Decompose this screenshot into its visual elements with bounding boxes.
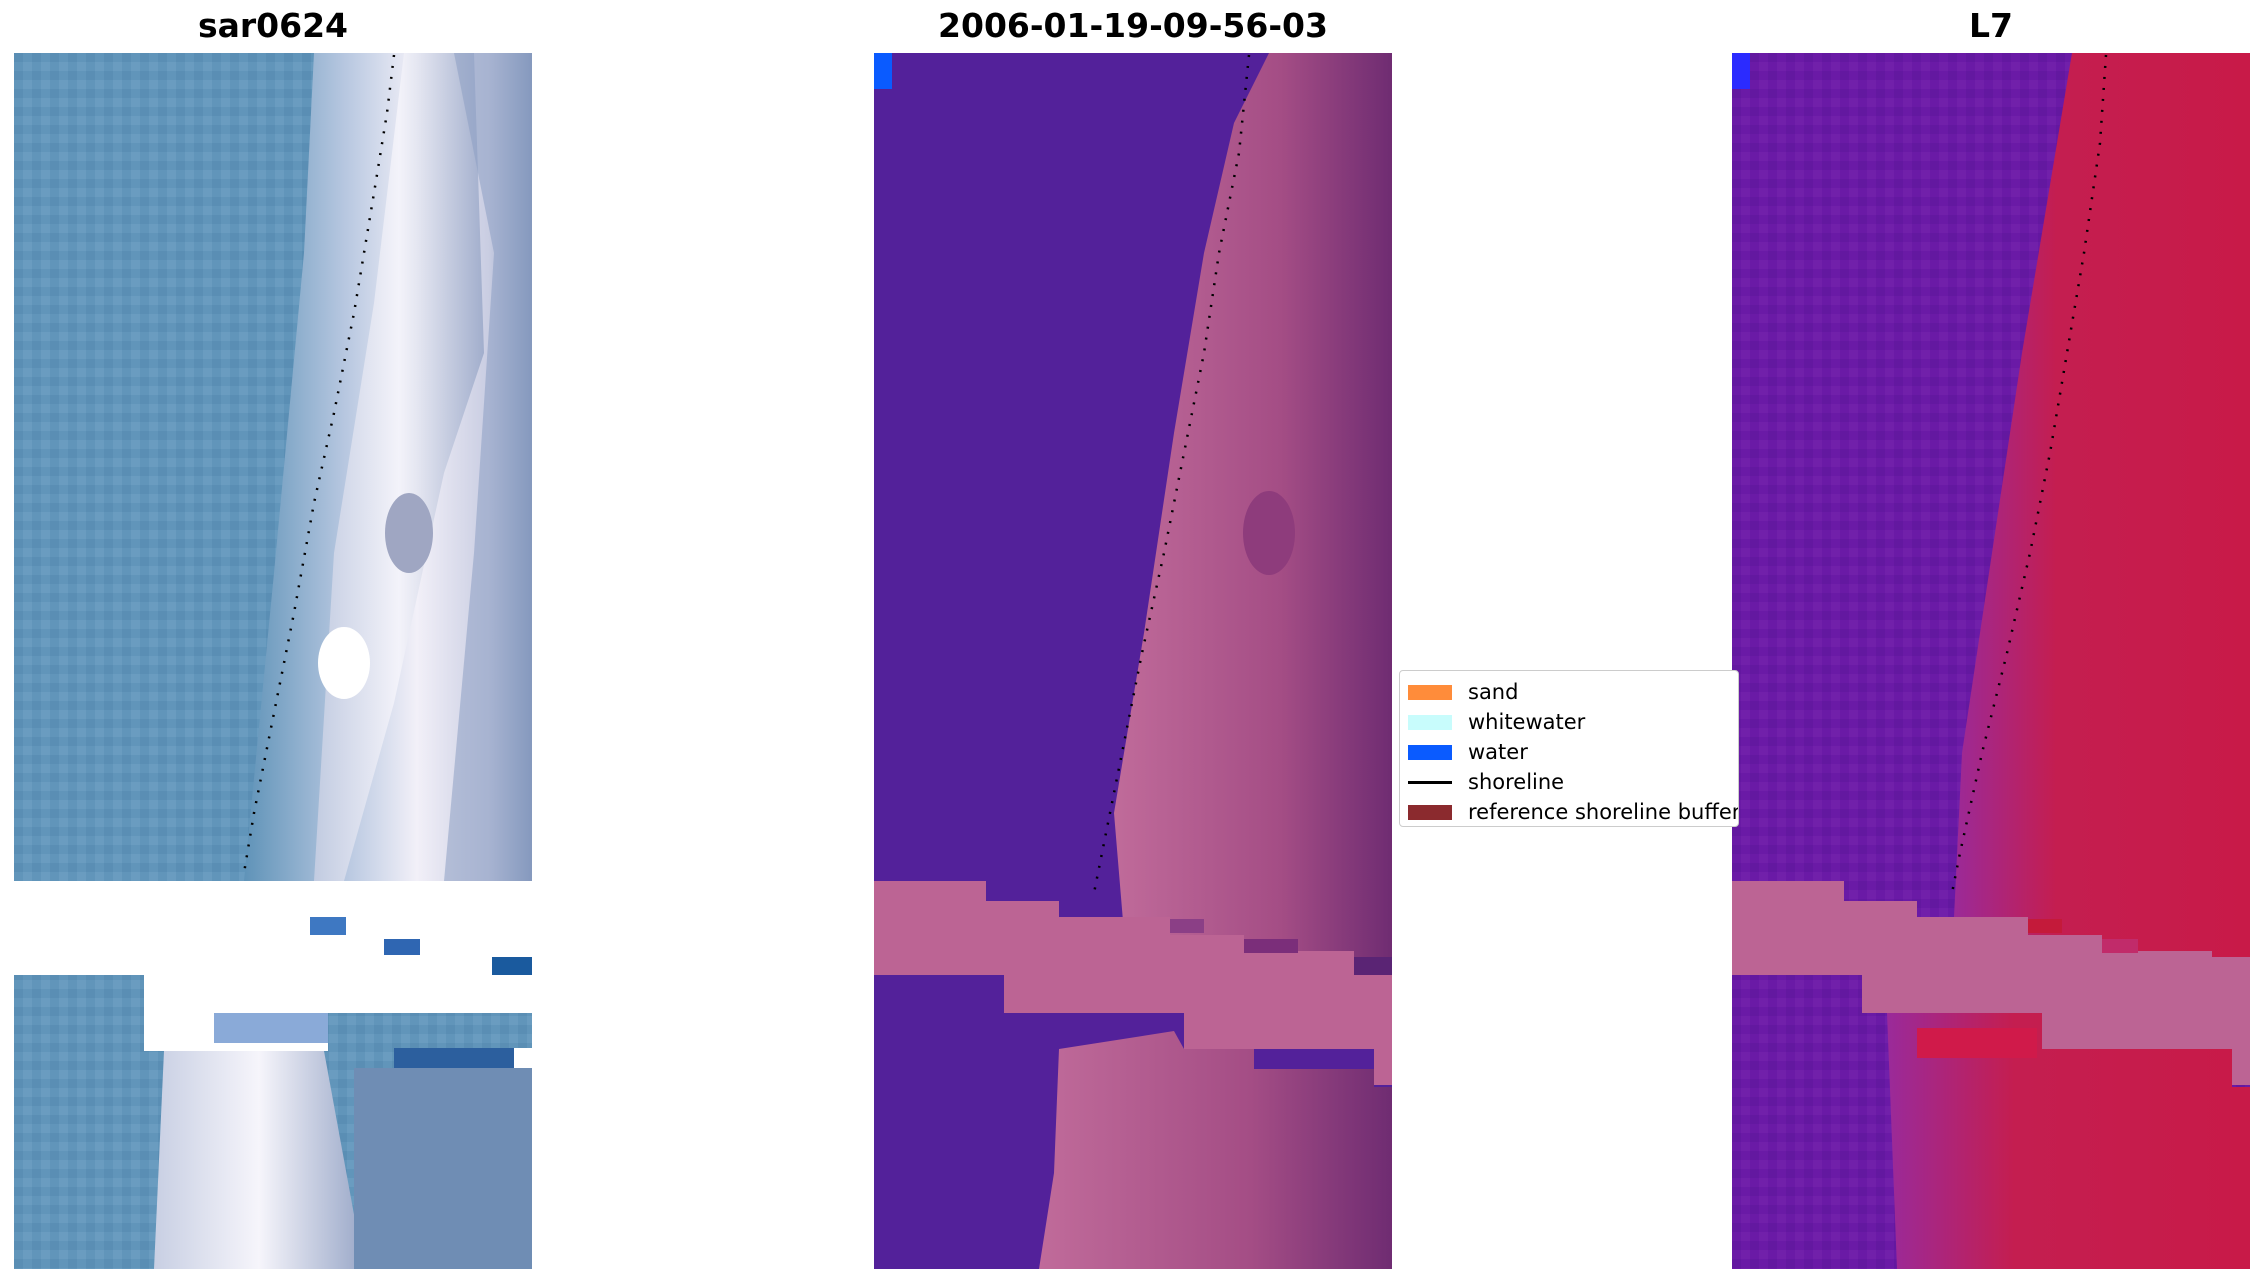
whitewater-swatch (1408, 714, 1452, 730)
legend-item-water: water (1400, 737, 1738, 767)
legend: sand whitewater water shoreline referenc… (1399, 670, 1739, 827)
legend-label-reference-buffer: reference shoreline buffer (1468, 800, 1739, 824)
shoreline-line-swatch (1408, 780, 1452, 784)
legend-item-reference-buffer: reference shoreline buffer (1400, 797, 1739, 826)
legend-item-shoreline: shoreline (1400, 767, 1738, 797)
panel-title-nir: L7 (1969, 6, 2013, 45)
panel-title-rgb: sar0624 (197, 6, 349, 45)
reference-buffer-swatch (1408, 804, 1452, 820)
sand-swatch (1408, 684, 1452, 700)
nir-image-panel (1732, 53, 2250, 1269)
legend-item-sand: sand (1400, 677, 1738, 707)
panel-title-classified: 2006-01-19-09-56-03 (938, 6, 1328, 45)
rgb-image (14, 53, 532, 1269)
nir-image (1732, 53, 2250, 1269)
legend-item-whitewater: whitewater (1400, 707, 1738, 737)
water-swatch (1408, 744, 1452, 760)
classified-image-panel (874, 53, 1392, 1269)
legend-label-whitewater: whitewater (1468, 710, 1586, 734)
classified-image (874, 53, 1392, 1269)
legend-label-shoreline: shoreline (1468, 770, 1565, 794)
legend-label-sand: sand (1468, 680, 1519, 704)
rgb-image-panel (14, 53, 532, 1269)
legend-label-water: water (1468, 740, 1528, 764)
